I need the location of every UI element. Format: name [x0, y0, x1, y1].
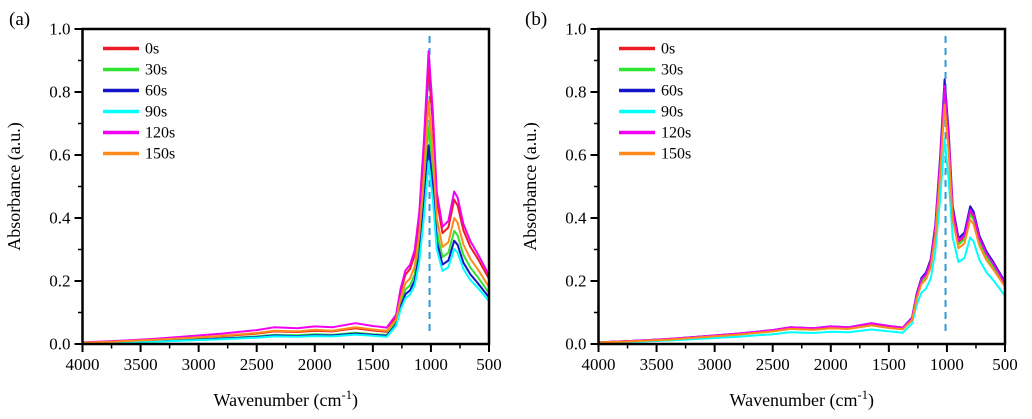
x-axis-tick-label: 2500 — [240, 355, 274, 374]
x-axis-tick-label: 2500 — [756, 355, 790, 374]
y-axis-tick-label: 1.0 — [565, 20, 586, 39]
y-axis-tick-label: 0.6 — [49, 146, 70, 165]
y-axis-tick-label: 0.8 — [49, 83, 70, 102]
legend-label-30s: 30s — [145, 62, 167, 79]
series-line-30s — [598, 94, 1006, 344]
series-line-150s — [82, 100, 490, 344]
legend-label-90s: 90s — [145, 104, 167, 121]
x-axis-tick-label: 3500 — [640, 355, 674, 374]
series-line-90s — [82, 160, 490, 345]
x-axis-tick-label: 1000 — [930, 355, 964, 374]
y-axis-tick-label: 0.0 — [565, 335, 586, 354]
y-axis-tick-label: 0.2 — [49, 272, 70, 291]
legend-label-0s: 0s — [661, 41, 675, 58]
y-axis-tick-label: 0.4 — [565, 209, 587, 228]
x-axis-title: Wavenumber (cm-1) — [214, 388, 358, 411]
x-axis-tick-label: 1000 — [414, 355, 448, 374]
legend-label-150s: 150s — [145, 146, 175, 163]
legend-label-120s: 120s — [145, 125, 175, 142]
legend-label-60s: 60s — [661, 83, 683, 100]
y-axis-tick-label: 0.4 — [49, 209, 71, 228]
y-axis-tick-label: 0.8 — [565, 83, 586, 102]
chart-panel-b: 4000 3500 3000 2500 2000 1500 1000 500 0.0 0.2 0.4… — [520, 9, 1018, 411]
series-line-120s — [598, 84, 1006, 344]
x-axis-tick-label: 500 — [476, 355, 502, 374]
chart-panel-a: 4000 3500 3000 2500 2000 1500 1000 500 0.0 0.2 0.4… — [4, 9, 502, 411]
x-axis-tick-label: 3000 — [698, 355, 732, 374]
legend-label-120s: 120s — [661, 125, 691, 142]
y-axis-tick-label: 0.0 — [49, 335, 70, 354]
y-axis-tick-label: 0.2 — [565, 272, 586, 291]
x-axis-tick-label: 500 — [992, 355, 1018, 374]
x-axis-tick-label: 4000 — [66, 355, 100, 374]
legend-label-60s: 60s — [145, 83, 167, 100]
panel-label: (b) — [525, 9, 547, 30]
x-axis-tick-label: 4000 — [582, 355, 616, 374]
x-axis-tick-label: 1500 — [356, 355, 390, 374]
x-axis-tick-label: 1500 — [872, 355, 906, 374]
series-line-120s — [82, 50, 490, 344]
series-line-90s — [598, 138, 1006, 344]
panel-label: (a) — [9, 9, 30, 30]
x-axis-tick-label: 3000 — [182, 355, 216, 374]
plot-frame — [597, 27, 1007, 346]
y-axis-tick-label: 1.0 — [49, 20, 70, 39]
y-axis-title: Absorbance (a.u.) — [520, 122, 541, 250]
x-axis-tick-label: 3500 — [124, 355, 158, 374]
legend-label-0s: 0s — [145, 41, 159, 58]
series-line-150s — [598, 103, 1006, 344]
legend-label-90s: 90s — [661, 104, 683, 121]
x-axis-tick-label: 2000 — [814, 355, 848, 374]
legend-label-30s: 30s — [661, 62, 683, 79]
legend-label-150s: 150s — [661, 146, 691, 163]
y-axis-tick-label: 0.6 — [565, 146, 586, 165]
x-axis-title: Wavenumber (cm-1) — [730, 388, 874, 411]
x-axis-tick-label: 2000 — [298, 355, 332, 374]
y-axis-title: Absorbance (a.u.) — [4, 122, 25, 250]
